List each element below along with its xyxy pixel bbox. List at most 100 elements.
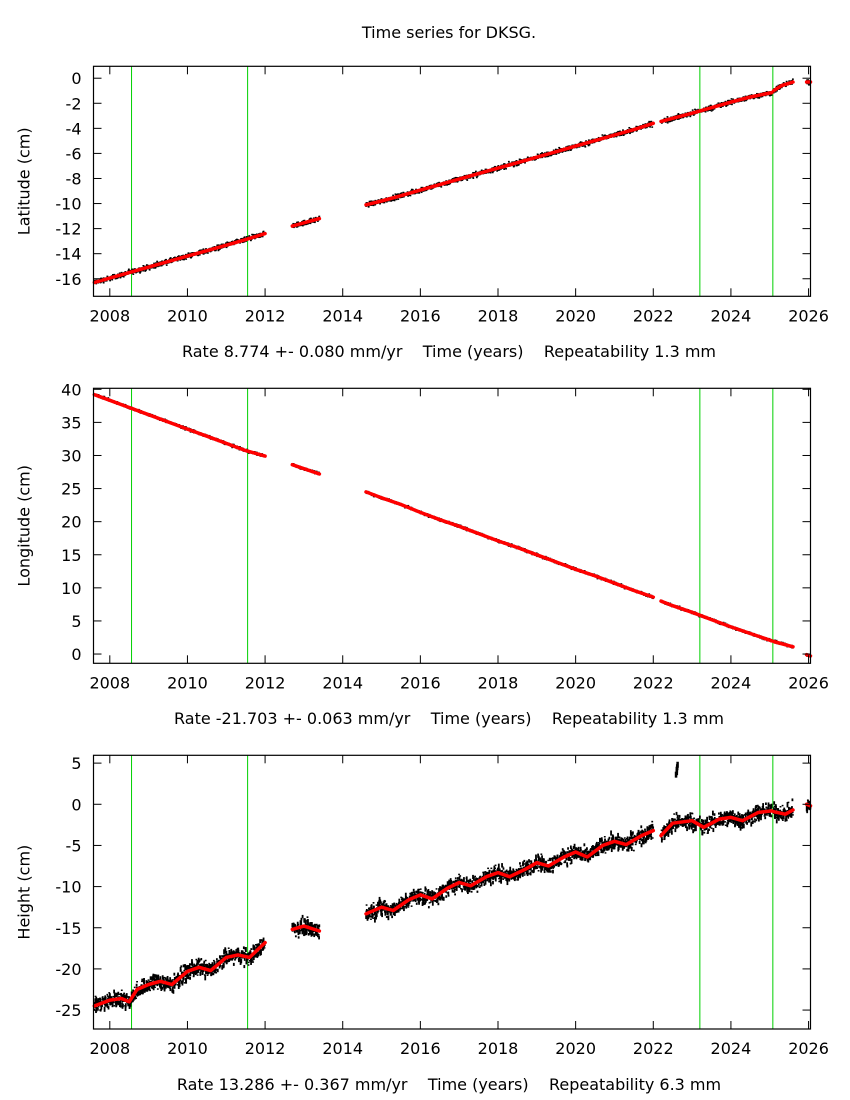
data-point	[173, 257, 175, 259]
data-point	[520, 159, 522, 161]
data-point	[367, 206, 370, 208]
data-point	[297, 221, 300, 223]
data-point	[635, 125, 638, 128]
data-point	[511, 161, 514, 163]
data-point	[691, 109, 694, 111]
data-point	[181, 254, 184, 257]
data-point	[393, 199, 396, 202]
data-point	[224, 242, 227, 244]
data-point	[770, 94, 773, 96]
data-point	[317, 220, 319, 222]
data-point	[139, 272, 141, 274]
data-point	[782, 82, 785, 84]
data-point	[389, 200, 391, 202]
data-point	[485, 168, 488, 171]
data-point	[743, 100, 746, 102]
data-point	[139, 270, 142, 273]
data-point	[303, 219, 306, 222]
y-tick-label: -6	[66, 144, 82, 163]
data-point	[445, 184, 447, 186]
data-point	[788, 80, 791, 82]
data-point	[719, 102, 722, 105]
data-point	[154, 266, 157, 269]
data-point	[165, 258, 167, 261]
data-point	[519, 158, 521, 161]
data-point	[390, 199, 393, 202]
data-point	[567, 149, 570, 152]
data-point	[397, 198, 400, 200]
data-point	[183, 258, 185, 261]
data-point	[250, 239, 252, 242]
data-point	[113, 273, 116, 276]
data-point	[622, 129, 624, 131]
data-point	[503, 163, 506, 165]
data-point	[774, 91, 777, 93]
data-point	[127, 268, 130, 271]
data-point	[252, 233, 255, 236]
data-point	[106, 275, 109, 278]
data-point	[152, 267, 155, 269]
data-point	[558, 147, 561, 150]
panel-latitude: 2008 2010 2012 2014 2016 2018 2020 2022 2024 2026…	[15, 65, 829, 361]
data-point	[776, 90, 778, 92]
data-point	[524, 161, 526, 164]
data-point	[791, 78, 794, 80]
data-point	[726, 104, 729, 106]
data-point	[649, 126, 652, 128]
data-point	[587, 144, 590, 147]
data-point	[628, 126, 631, 129]
data-point	[292, 222, 295, 225]
data-point	[515, 164, 518, 167]
data-point	[132, 268, 134, 271]
y-tick-label: -10	[55, 195, 81, 214]
data-point	[472, 171, 474, 174]
data-point	[111, 278, 114, 281]
data-point	[671, 119, 674, 122]
data-point	[377, 199, 380, 201]
data-point	[710, 110, 713, 112]
data-point	[310, 217, 312, 220]
x-axis-caption: Rate 8.774 +- 0.080 mm/yr Time (years) R…	[182, 342, 716, 361]
data-point	[231, 446, 234, 449]
y-axis-label: Latitude (cm)	[15, 127, 34, 235]
data-point	[579, 142, 581, 144]
data-point	[226, 242, 228, 244]
data-point	[669, 120, 672, 122]
data-point	[220, 243, 223, 246]
data-point	[214, 249, 216, 252]
data-point	[296, 221, 298, 224]
data-point	[480, 169, 483, 172]
data-point	[692, 114, 695, 116]
data-point	[769, 94, 771, 97]
data-point	[745, 99, 747, 102]
data-point	[142, 270, 145, 272]
data-point	[205, 251, 208, 254]
repeatability-text: Repeatability 1.3 mm	[544, 342, 716, 361]
data-point	[454, 176, 457, 179]
data-point	[395, 198, 398, 201]
data-point	[668, 120, 670, 123]
data-point	[168, 258, 171, 261]
data-point	[677, 118, 680, 120]
data-point	[409, 194, 412, 197]
caption-spacer	[524, 342, 544, 361]
data-point	[775, 85, 778, 88]
data-point	[116, 277, 118, 280]
data-point	[169, 257, 172, 259]
data-point	[760, 95, 763, 98]
data-point	[496, 169, 499, 171]
data-point	[676, 118, 679, 120]
data-point	[475, 176, 478, 179]
figure-title: Time series for DKSG.	[361, 23, 536, 42]
data-point	[736, 97, 739, 100]
data-point	[750, 94, 753, 96]
data-point	[474, 171, 477, 174]
data-point	[402, 191, 405, 194]
data-point	[118, 272, 121, 275]
data-point	[694, 108, 696, 111]
data-point	[243, 237, 245, 239]
data-point	[399, 192, 402, 195]
data-point	[447, 183, 450, 186]
data-point	[436, 182, 439, 184]
data-point	[225, 246, 228, 249]
